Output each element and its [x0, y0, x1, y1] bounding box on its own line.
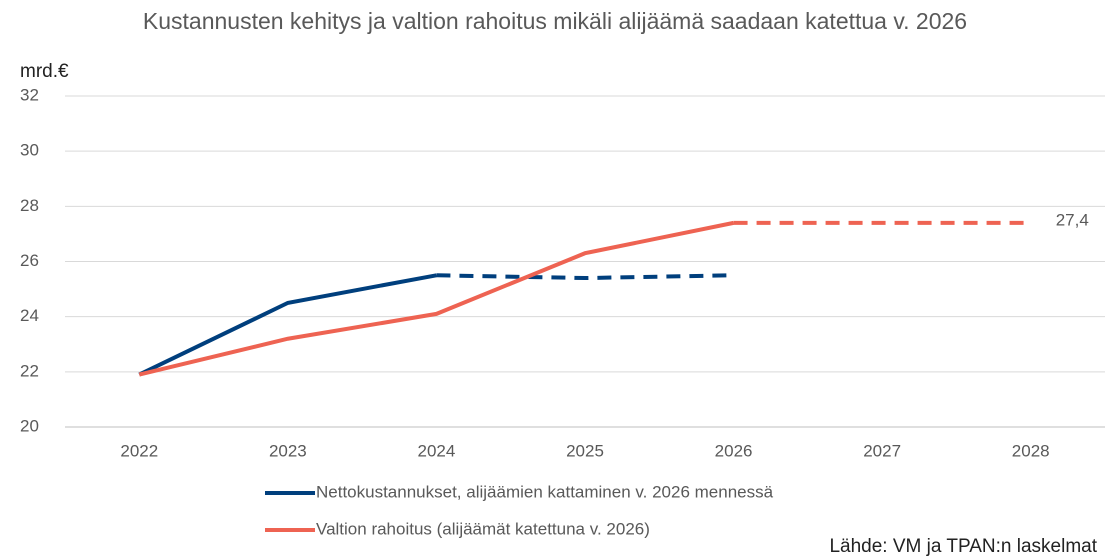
legend-label: Nettokustannukset, alijäämien kattaminen… [316, 482, 774, 501]
x-tick-label: 2022 [120, 441, 158, 460]
x-tick-label: 2023 [269, 441, 307, 460]
y-tick-label: 26 [20, 251, 39, 270]
line-dashed [436, 273, 734, 281]
y-tick-label: 32 [20, 85, 39, 104]
y-tick-label: 24 [20, 306, 39, 325]
x-tick-label: 2025 [566, 441, 604, 460]
y-axis-label: mrd.€ [20, 61, 69, 82]
source: Lähde: VM ja TPAN:n laskelmat [829, 536, 1097, 557]
x-tick-label: 2026 [715, 441, 753, 460]
x-tick-label: 2024 [418, 441, 456, 460]
legend-label: Valtion rahoitus (alijäämät katettuna v.… [316, 519, 650, 538]
y-tick-label: 20 [20, 416, 39, 435]
y-tick-label: 30 [20, 141, 39, 160]
x-tick-label: 2028 [1012, 441, 1050, 460]
x-tick-label: 2027 [863, 441, 901, 460]
chart-title: Kustannusten kehitys ja valtion rahoitus… [142, 8, 968, 34]
line [138, 273, 437, 377]
line [138, 220, 734, 377]
data-label: 27,4 [1056, 210, 1089, 229]
y-tick-label: 22 [20, 361, 39, 380]
y-tick-label: 28 [20, 196, 39, 215]
